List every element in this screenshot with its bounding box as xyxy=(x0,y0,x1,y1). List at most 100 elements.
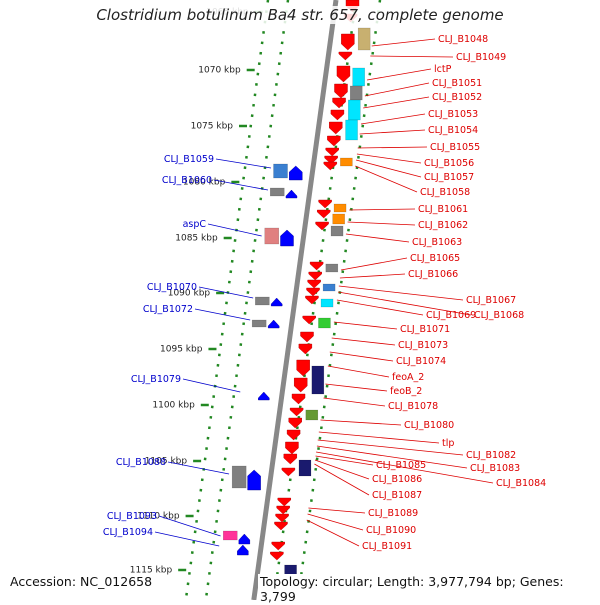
forward-label-leader xyxy=(338,285,464,301)
reverse-label-leader xyxy=(215,158,272,169)
forward-gene-label: CLJ_B1055 xyxy=(430,142,480,153)
cog-block xyxy=(273,163,288,179)
forward-gene-label: CLJ_B1063 xyxy=(412,237,462,248)
track-dotted-line xyxy=(204,0,290,601)
cog-block xyxy=(223,530,238,541)
forward-gene-arrow xyxy=(307,279,321,289)
forward-label-leader xyxy=(370,55,454,58)
cog-block xyxy=(333,203,347,213)
cog-block xyxy=(264,227,280,245)
forward-gene-arrow xyxy=(323,161,338,171)
forward-gene-arrow xyxy=(298,343,313,355)
forward-label-leader xyxy=(307,513,364,531)
forward-gene-arrow xyxy=(329,121,343,135)
forward-gene-arrow xyxy=(309,261,324,271)
forward-label-leader xyxy=(314,459,370,480)
forward-gene-label: feoB_2 xyxy=(390,386,422,397)
forward-gene-label: CLJ_B1069 xyxy=(426,310,476,321)
forward-gene-arrow xyxy=(325,147,339,157)
forward-gene-arrow xyxy=(341,33,355,51)
reverse-label-leader xyxy=(207,223,262,237)
forward-gene-label: CLJ_B1062 xyxy=(418,220,468,231)
kbp-tick-label: 1075 kbp xyxy=(191,122,234,132)
forward-label-leader xyxy=(347,221,416,226)
genome-summary-text: Topology: circular; Length: 3,977,794 bp… xyxy=(258,574,600,604)
forward-gene-arrow xyxy=(336,65,351,83)
cog-block xyxy=(349,85,363,101)
map-title: Clostridium botulinum Ba4 str. 657, comp… xyxy=(0,6,600,24)
forward-label-leader xyxy=(336,299,424,316)
forward-gene-arrow xyxy=(289,407,304,417)
cog-block xyxy=(330,225,344,237)
cog-block xyxy=(357,27,371,51)
forward-gene-label: CLJ_B1089 xyxy=(368,508,418,519)
forward-gene-label: CLJ_B1048 xyxy=(438,34,488,45)
forward-gene-arrow xyxy=(270,551,284,561)
forward-gene-arrow xyxy=(324,155,338,165)
forward-label-leader xyxy=(331,337,396,346)
forward-label-leader xyxy=(314,463,370,496)
reverse-gene-label: CLJ_B1094 xyxy=(103,527,153,538)
forward-gene-arrow xyxy=(315,221,329,231)
forward-label-leader xyxy=(325,383,388,392)
reverse-label-leader xyxy=(198,286,254,299)
forward-gene-arrow xyxy=(306,287,320,297)
forward-label-leader xyxy=(327,365,390,378)
cog-block xyxy=(348,99,361,121)
forward-label-leader xyxy=(315,455,374,466)
cog-block xyxy=(311,365,325,395)
cog-block xyxy=(340,157,353,167)
reverse-gene-label: CLJ_B1079 xyxy=(131,374,181,385)
cog-block xyxy=(269,187,285,197)
reverse-gene-label: CLJ_B1088 xyxy=(116,457,166,468)
cog-block xyxy=(345,119,358,141)
forward-label-leader xyxy=(308,507,366,514)
reverse-gene-arrow xyxy=(289,165,303,181)
reverse-gene-arrow xyxy=(267,319,280,329)
forward-gene-arrow xyxy=(277,497,291,507)
forward-label-leader xyxy=(357,146,428,149)
forward-label-leader xyxy=(333,321,398,330)
forward-gene-arrow xyxy=(332,97,346,109)
forward-gene-label: CLJ_B1056 xyxy=(424,158,474,169)
forward-gene-label: CLJ_B1090 xyxy=(366,525,416,536)
forward-gene-arrow xyxy=(305,295,319,305)
forward-gene-label: CLJ_B1058 xyxy=(420,187,470,198)
reverse-gene-label: aspC xyxy=(183,219,207,230)
forward-label-leader xyxy=(316,445,468,469)
cog-block xyxy=(352,67,365,87)
kbp-tick-label: 1105 kbp xyxy=(145,457,188,467)
reverse-label-leader xyxy=(158,515,221,537)
reverse-label-leader xyxy=(182,378,241,393)
forward-gene-label: CLJ_B1054 xyxy=(428,125,478,136)
forward-gene-arrow xyxy=(338,51,353,61)
kbp-tick-label: 1110 kbp xyxy=(137,512,180,522)
cog-block xyxy=(305,409,319,421)
cog-block xyxy=(231,465,247,489)
forward-gene-arrow xyxy=(294,377,308,393)
reverse-gene-arrow xyxy=(258,391,270,401)
forward-label-leader xyxy=(306,519,360,547)
reverse-gene-arrow xyxy=(238,533,251,545)
forward-gene-arrow xyxy=(271,541,285,551)
forward-label-leader xyxy=(337,291,472,316)
forward-gene-label: CLJ_B1052 xyxy=(432,92,482,103)
forward-label-leader xyxy=(355,159,422,178)
forward-gene-label: CLJ_B1074 xyxy=(396,356,446,367)
forward-gene-label: CLJ_B1068 xyxy=(474,310,524,321)
forward-label-leader xyxy=(318,431,440,444)
reverse-gene-label: CLJ_B1093 xyxy=(107,511,157,522)
cog-block xyxy=(332,213,345,225)
forward-gene-label: CLJ_B1065 xyxy=(410,253,460,264)
forward-gene-label: CLJ_B1051 xyxy=(432,78,482,89)
forward-label-leader xyxy=(323,397,386,407)
forward-gene-arrow xyxy=(275,513,289,523)
forward-label-leader xyxy=(363,96,430,109)
forward-gene-label: CLJ_B1084 xyxy=(496,478,546,489)
forward-label-leader xyxy=(366,68,432,81)
forward-label-leader xyxy=(329,351,394,362)
genome-backbone xyxy=(251,0,339,601)
forward-gene-label: CLJ_B1080 xyxy=(404,420,454,431)
